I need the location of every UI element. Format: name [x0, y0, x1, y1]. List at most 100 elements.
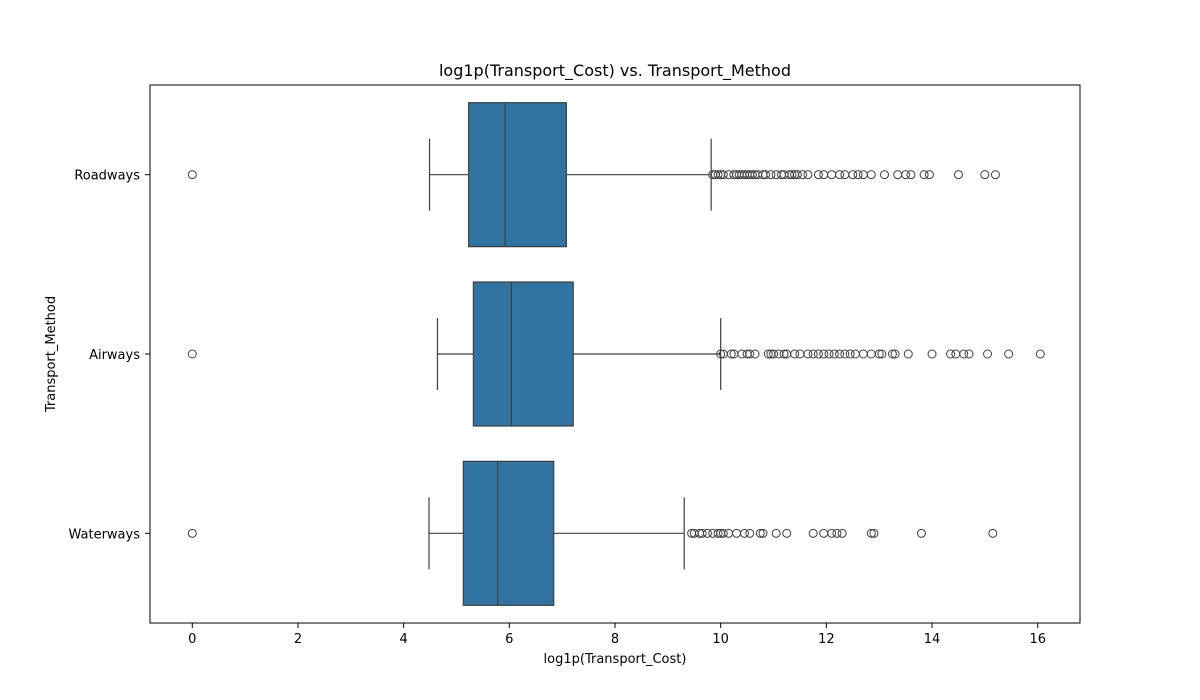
outlier-airways	[874, 349, 884, 359]
box-airways	[472, 281, 574, 427]
outlier-waterways	[819, 528, 829, 538]
outlier-waterways	[702, 528, 712, 538]
x-tick-label: 2	[294, 632, 302, 647]
outlier-airways	[187, 349, 197, 359]
outlier-airways	[866, 349, 876, 359]
x-tick-label: 0	[188, 632, 196, 647]
box-roadways	[468, 102, 567, 248]
outlier-roadways	[906, 170, 916, 180]
outlier-airways	[795, 349, 805, 359]
outlier-airways	[763, 349, 773, 359]
box-waterways	[462, 460, 555, 606]
outlier-roadways	[813, 170, 823, 180]
outlier-waterways	[713, 528, 723, 538]
outlier-roadways	[819, 170, 829, 180]
outlier-waterways	[724, 528, 734, 538]
outlier-roadways	[840, 170, 850, 180]
outlier-airways	[813, 349, 823, 359]
outlier-roadways	[990, 170, 1000, 180]
outlier-roadways	[761, 170, 771, 180]
outlier-roadways	[924, 170, 934, 180]
outlier-waterways	[739, 528, 749, 538]
outlier-airways	[835, 349, 845, 359]
outlier-airways	[887, 349, 897, 359]
outlier-waterways	[866, 528, 876, 538]
outlier-roadways	[879, 170, 889, 180]
outlier-roadways	[919, 170, 929, 180]
outlier-waterways	[718, 528, 728, 538]
outlier-airways	[877, 349, 887, 359]
outlier-waterways	[697, 528, 707, 538]
outlier-waterways	[755, 528, 765, 538]
plot-area	[187, 102, 1045, 606]
outlier-airways	[829, 349, 839, 359]
outlier-airways	[840, 349, 850, 359]
outlier-airways	[983, 349, 993, 359]
x-tick-label: 10	[712, 632, 729, 647]
outlier-waterways	[827, 528, 837, 538]
outlier-airways	[745, 349, 755, 359]
outlier-roadways	[187, 170, 197, 180]
outlier-waterways	[832, 528, 842, 538]
outlier-airways	[790, 349, 800, 359]
y-tick-label-airways: Airways	[89, 348, 140, 363]
outlier-roadways	[718, 170, 728, 180]
outlier-roadways	[792, 170, 802, 180]
outlier-roadways	[901, 170, 911, 180]
outlier-waterways	[808, 528, 818, 538]
outlier-roadways	[853, 170, 863, 180]
outlier-roadways	[980, 170, 990, 180]
outlier-roadways	[827, 170, 837, 180]
outlier-airways	[959, 349, 969, 359]
outlier-airways	[946, 349, 956, 359]
chart-title: log1p(Transport_Cost) vs. Transport_Meth…	[439, 61, 791, 81]
outlier-roadways	[866, 170, 876, 180]
x-tick-label: 14	[924, 632, 941, 647]
outlier-waterways	[988, 528, 998, 538]
outlier-waterways	[869, 528, 879, 538]
outlier-waterways	[187, 528, 197, 538]
x-tick-label: 12	[818, 632, 835, 647]
outlier-roadways	[848, 170, 858, 180]
outlier-roadways	[803, 170, 813, 180]
outlier-waterways	[732, 528, 742, 538]
outlier-waterways	[745, 528, 755, 538]
outlier-airways	[903, 349, 913, 359]
outlier-waterways	[782, 528, 792, 538]
outlier-roadways	[953, 170, 963, 180]
outlier-airways	[1004, 349, 1014, 359]
outlier-airways	[750, 349, 760, 359]
y-tick-label-waterways: Waterways	[69, 527, 141, 542]
outlier-airways	[850, 349, 860, 359]
y-tick-label-roadways: Roadways	[74, 169, 140, 184]
outlier-airways	[951, 349, 961, 359]
outlier-roadways	[713, 170, 723, 180]
outlier-airways	[824, 349, 834, 359]
outlier-roadways	[787, 170, 797, 180]
outlier-waterways	[758, 528, 768, 538]
outlier-airways	[845, 349, 855, 359]
x-tick-label: 8	[611, 632, 619, 647]
outlier-airways	[808, 349, 818, 359]
outlier-roadways	[747, 170, 757, 180]
x-tick-label: 6	[505, 632, 513, 647]
outlier-waterways	[916, 528, 926, 538]
outlier-waterways	[771, 528, 781, 538]
outlier-airways	[819, 349, 829, 359]
outlier-airways	[1035, 349, 1045, 359]
outlier-waterways	[837, 528, 847, 538]
outlier-airways	[779, 349, 789, 359]
outlier-airways	[927, 349, 937, 359]
outlier-airways	[803, 349, 813, 359]
x-axis-title: log1p(Transport_Cost)	[544, 652, 687, 667]
outlier-airways	[769, 349, 779, 359]
x-tick-label: 16	[1029, 632, 1046, 647]
y-axis-title: Transport_Method	[44, 296, 59, 413]
outlier-roadways	[798, 170, 808, 180]
outlier-airways	[858, 349, 868, 359]
outlier-airways	[716, 349, 726, 359]
outlier-roadways	[858, 170, 868, 180]
outlier-airways	[964, 349, 974, 359]
outlier-roadways	[766, 170, 776, 180]
